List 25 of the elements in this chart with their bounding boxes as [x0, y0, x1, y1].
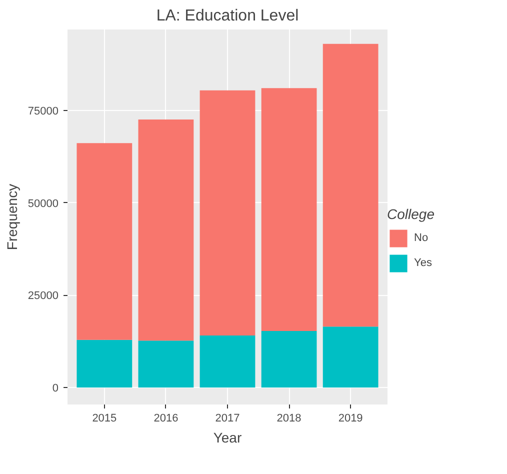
- x-tick-label: 2017: [215, 412, 240, 424]
- bar: [138, 340, 194, 388]
- legend-label: No: [414, 232, 430, 244]
- y-tick-label: 25000: [28, 290, 59, 302]
- legend-label: Yes: [414, 257, 433, 269]
- y-tick-label: 75000: [28, 106, 59, 118]
- bar: [138, 120, 194, 341]
- x-tick-label: 2019: [338, 412, 363, 424]
- x-tick-label: 2016: [154, 412, 178, 424]
- x-tick-label: 2018: [276, 412, 302, 424]
- bar: [200, 90, 256, 336]
- x-axis-title: Year: [213, 430, 242, 446]
- chart-title: LA: Education Level: [156, 8, 299, 24]
- legend-title: College: [387, 206, 434, 222]
- bar: [200, 335, 256, 388]
- bar: [261, 88, 317, 332]
- y-axis-title: Frequency: [4, 184, 20, 250]
- bar: [322, 326, 378, 388]
- y-tick-label: 0: [52, 382, 59, 395]
- y-tick-label: 50000: [28, 198, 59, 210]
- bar: [76, 340, 132, 388]
- bar: [76, 143, 132, 340]
- x-tick-label: 2015: [92, 412, 117, 424]
- bar: [322, 44, 378, 327]
- bar: [261, 331, 317, 388]
